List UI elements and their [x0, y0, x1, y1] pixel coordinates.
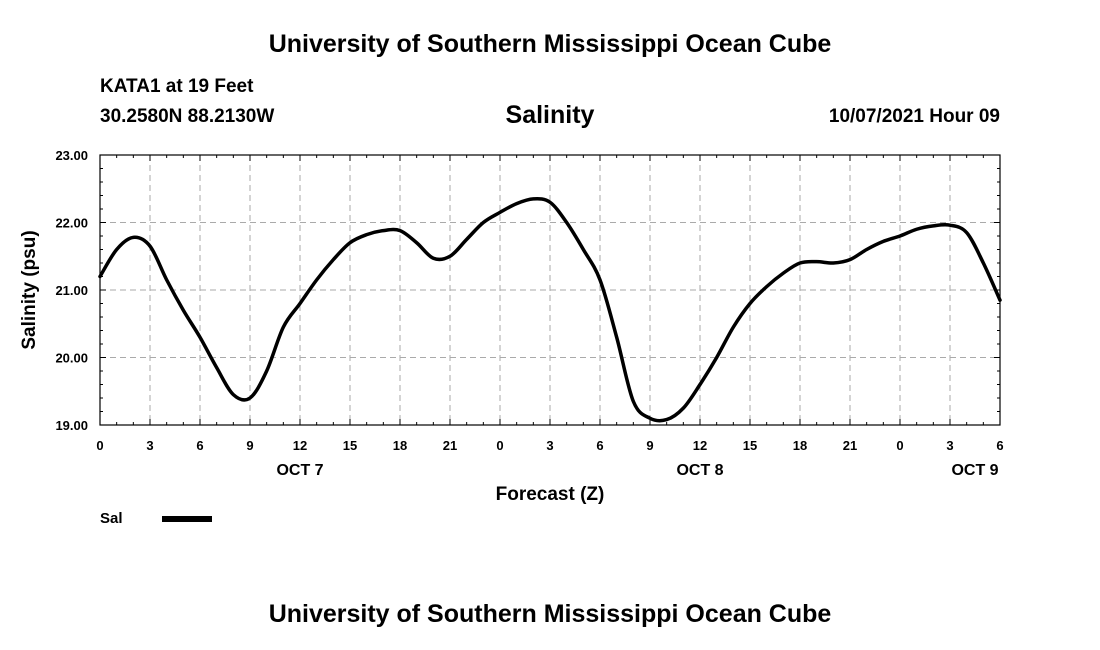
x-tick-label: 15 — [343, 438, 357, 453]
footer-title: University of Southern Mississippi Ocean… — [268, 600, 832, 628]
x-tick-label: 3 — [146, 438, 153, 453]
legend-label: Sal — [100, 510, 123, 527]
series-line-salinity — [98, 197, 1002, 423]
station-label: KATA1 at 19 Feet — [100, 76, 254, 97]
x-tick-label: 0 — [496, 438, 503, 453]
y-tick-label: 19.00 — [55, 418, 88, 433]
x-tick-label: 6 — [996, 438, 1003, 453]
x-tick-label: 21 — [843, 438, 857, 453]
x-day-label: OCT 9 — [951, 462, 998, 479]
x-tick-label: 21 — [443, 438, 457, 453]
x-tick-label: 6 — [196, 438, 203, 453]
x-tick-label: 12 — [693, 438, 707, 453]
y-tick-label: 20.00 — [55, 351, 88, 366]
station-coordinates: 30.2580N 88.2130W — [100, 106, 275, 127]
x-tick-label: 3 — [546, 438, 553, 453]
x-tick-label: 0 — [96, 438, 103, 453]
forecast-datetime: 10/07/2021 Hour 09 — [828, 106, 1000, 127]
x-tick-label: 12 — [293, 438, 307, 453]
page-title: University of Southern Mississippi Ocean… — [268, 30, 832, 58]
y-tick-label: 21.00 — [55, 283, 88, 298]
x-tick-label: 18 — [793, 438, 807, 453]
x-day-label: OCT 7 — [276, 462, 323, 479]
x-tick-label: 18 — [393, 438, 407, 453]
y-tick-label: 23.00 — [55, 148, 88, 163]
legend-swatch — [162, 516, 212, 522]
x-tick-label: 15 — [743, 438, 757, 453]
y-axis-label: Salinity (psu) — [19, 230, 40, 349]
x-tick-label: 9 — [246, 438, 253, 453]
x-day-label: OCT 8 — [676, 462, 723, 479]
x-tick-label: 3 — [946, 438, 953, 453]
x-tick-label: 9 — [646, 438, 653, 453]
x-tick-label: 6 — [596, 438, 603, 453]
x-tick-label: 0 — [896, 438, 903, 453]
y-tick-label: 22.00 — [55, 216, 88, 231]
chart-title: Salinity — [505, 101, 595, 129]
x-axis-label: Forecast (Z) — [496, 484, 605, 505]
